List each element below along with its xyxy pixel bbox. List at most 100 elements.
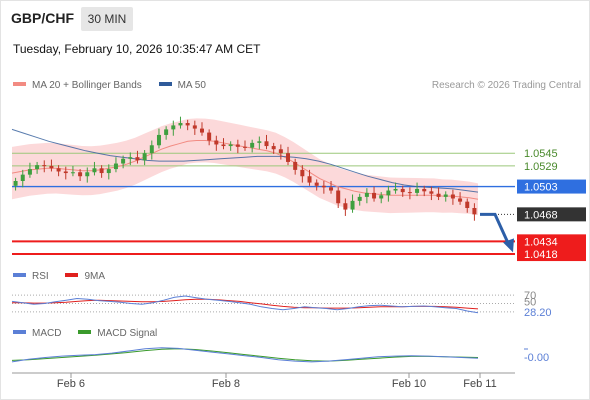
rsi-label-70: 70 xyxy=(524,290,536,302)
level-label-1.0529: 1.0529 xyxy=(524,161,558,173)
candle-body xyxy=(92,168,97,173)
candle-body xyxy=(329,187,334,191)
candle-body xyxy=(128,157,133,159)
candle-body xyxy=(257,141,262,143)
candle-body xyxy=(235,144,240,147)
level-label-1.0503: 1.0503 xyxy=(524,182,558,194)
legend-macd: MACD xyxy=(13,328,61,339)
rsi-9ma-line xyxy=(12,298,479,310)
candle-body xyxy=(364,192,369,197)
level-tag-1.0418 xyxy=(517,247,586,262)
candle-body xyxy=(350,200,355,210)
macd-swatch-icon xyxy=(13,330,26,335)
timeframe-button[interactable]: 30 MIN xyxy=(81,7,133,31)
candle-body xyxy=(99,168,104,174)
macd-line xyxy=(11,347,479,363)
candle-body xyxy=(465,201,470,208)
candle-body xyxy=(393,188,398,191)
candle-body xyxy=(113,163,118,170)
candle-body xyxy=(106,169,111,174)
candle-body xyxy=(178,123,183,126)
macd-panel: -0.00 xyxy=(11,347,549,364)
candle-body xyxy=(415,188,420,193)
candle-body xyxy=(164,129,169,135)
candle-body xyxy=(286,153,291,162)
datetime-label: Tuesday, February 10, 2026 10:35:47 AM C… xyxy=(13,42,261,56)
level-label-1.0468: 1.0468 xyxy=(524,209,558,221)
level-label-1.0418: 1.0418 xyxy=(524,249,558,261)
candle-body xyxy=(49,165,54,169)
candle-body xyxy=(156,134,161,146)
legend-9ma: 9MA xyxy=(65,271,105,282)
candles xyxy=(13,116,477,221)
level-tag-1.0434 xyxy=(517,234,586,249)
candle-body xyxy=(278,149,283,154)
rsi-legend: RSI 9MA xyxy=(13,271,119,282)
x-tick-label: Feb 11 xyxy=(463,378,496,390)
x-tick-label: Feb 6 xyxy=(57,378,85,390)
legend-macd-signal: MACD Signal xyxy=(78,328,157,339)
symbol-title: GBP/CHF xyxy=(11,10,74,26)
forecast-arrow-line xyxy=(480,212,512,248)
candle-body xyxy=(27,169,32,175)
candle-body xyxy=(300,169,305,177)
candle-body xyxy=(264,141,269,147)
candle-body xyxy=(386,190,391,196)
candle-body xyxy=(429,191,434,194)
ma50-swatch-icon xyxy=(158,82,172,87)
candle-body xyxy=(379,195,384,199)
candle-body xyxy=(250,142,255,148)
candle-body xyxy=(472,208,477,215)
candle-body xyxy=(199,128,204,133)
rsi-swatch-icon xyxy=(13,273,26,278)
candle-body xyxy=(85,172,90,177)
9ma-swatch-icon xyxy=(65,273,79,278)
candle-body xyxy=(243,146,247,148)
level-tag-1.0468 xyxy=(517,207,586,222)
candle-body xyxy=(321,185,326,188)
candle-body xyxy=(458,198,463,202)
candle-body xyxy=(372,192,377,199)
research-credit: Research © 2026 Trading Central xyxy=(431,80,581,91)
candle-body xyxy=(436,193,441,197)
candle-body xyxy=(78,172,83,177)
candle-body xyxy=(214,140,219,145)
ma20-swatch-icon xyxy=(13,82,26,87)
ma50-line xyxy=(11,128,479,193)
candle-body xyxy=(42,165,47,167)
rsi-label-50: 50 xyxy=(524,297,536,309)
candle-body xyxy=(207,132,212,141)
candle-body xyxy=(221,144,226,147)
x-tick-label: Feb 10 xyxy=(392,378,426,390)
macd-signal-line xyxy=(11,348,479,362)
candle-body xyxy=(336,190,341,204)
candle-body xyxy=(56,168,61,172)
x-tick-label: Feb 8 xyxy=(212,378,240,390)
candle-body xyxy=(192,125,197,129)
candle-body xyxy=(293,161,298,170)
main-legend: MA 20 + Bollinger Bands MA 50 xyxy=(13,80,220,91)
candle-body xyxy=(407,192,412,194)
candle-body xyxy=(314,182,319,186)
candle-body xyxy=(35,165,40,170)
candle-body xyxy=(149,145,154,154)
legend-ma20: MA 20 + Bollinger Bands xyxy=(13,80,142,91)
forecast-arrow xyxy=(480,212,514,253)
candle-body xyxy=(142,153,147,161)
candle-body xyxy=(121,158,126,164)
bollinger-band-area xyxy=(12,118,478,216)
candle-body xyxy=(70,172,75,174)
candle-body xyxy=(63,171,68,174)
candle-body xyxy=(171,125,176,130)
candle-body xyxy=(307,176,312,183)
candle-body xyxy=(271,146,276,150)
candle-body xyxy=(343,203,348,210)
rsi-line xyxy=(11,295,479,314)
x-axis: Feb 6 Feb 8 Feb 10 Feb 11 xyxy=(12,372,515,390)
candle-body xyxy=(400,188,405,193)
candle-body xyxy=(13,181,18,186)
candle-body xyxy=(450,194,455,199)
